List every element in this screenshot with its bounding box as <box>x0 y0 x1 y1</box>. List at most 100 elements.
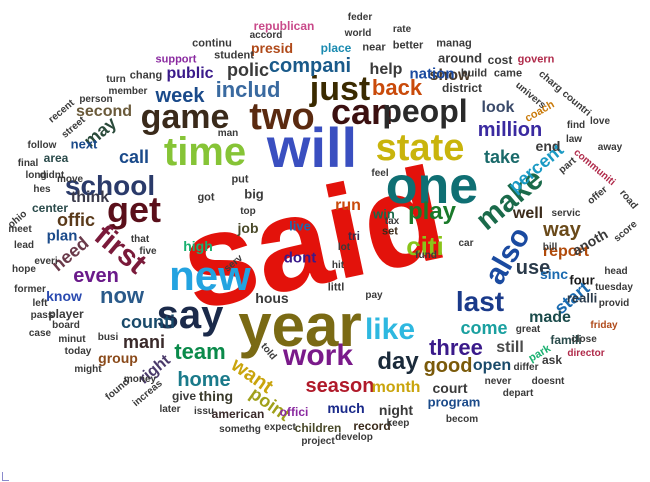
word-way: way <box>543 219 581 241</box>
word-didnt: didnt <box>39 170 65 181</box>
word-depart: depart <box>502 388 534 399</box>
word-busi: busi <box>97 332 119 343</box>
word-tri: tri <box>348 229 360 243</box>
word-day: day <box>377 348 419 375</box>
word-director: director <box>567 348 605 359</box>
word-presid: presid <box>250 40 294 56</box>
word-children: children <box>294 421 342 435</box>
word-polic: polic <box>226 60 270 80</box>
word-made: made <box>529 309 571 326</box>
word-littl: littl <box>327 281 345 294</box>
word-lead: lead <box>13 240 35 251</box>
word-republican: republican <box>253 19 315 33</box>
word-hope: hope <box>12 264 36 275</box>
word-great: great <box>515 324 541 335</box>
word-friday: friday <box>590 320 618 331</box>
word-one: one <box>385 157 479 215</box>
word-later: later <box>159 404 181 415</box>
word-build: build <box>460 67 488 80</box>
word-dont: dont <box>283 249 317 267</box>
word-accord: accord <box>249 30 283 41</box>
word-big: big <box>244 186 264 202</box>
word-realli: realli <box>566 290 598 306</box>
word-can: can <box>330 91 394 132</box>
word-expect: expect <box>264 422 296 433</box>
word-near: near <box>362 41 386 54</box>
word-help: help <box>369 61 403 78</box>
word-somethg: somethg <box>219 424 261 435</box>
word-come: come <box>460 318 508 338</box>
word-call: call <box>118 147 150 167</box>
word-say: say <box>156 293 224 337</box>
word-law: law <box>565 134 583 145</box>
word-feel: feel <box>371 168 389 179</box>
word-around: around <box>437 50 483 66</box>
word-member: member <box>108 86 148 97</box>
word-man: man <box>217 128 239 139</box>
word-give: give <box>171 389 197 403</box>
word-tax: tax <box>384 216 400 227</box>
word-feder: feder <box>347 12 373 23</box>
corner-mark <box>2 472 9 481</box>
word-like: like <box>364 313 416 346</box>
word-record: record <box>353 419 391 433</box>
word-might: might <box>74 364 102 375</box>
word-project: project <box>301 436 335 447</box>
word-year: year <box>238 292 362 359</box>
word-will: will <box>266 116 358 179</box>
word-away: away <box>597 142 623 153</box>
word-pay: pay <box>365 290 383 301</box>
word-look: look <box>481 99 515 116</box>
word-ask: ask <box>541 353 563 367</box>
word-includ: includ <box>215 77 281 102</box>
word-hous: hous <box>255 290 289 306</box>
word-high: high <box>183 238 213 254</box>
word-job: job <box>237 220 259 236</box>
word-keep: keep <box>386 418 410 429</box>
word-game: game <box>140 98 230 136</box>
word-two: two <box>249 96 315 138</box>
word-bill: bill <box>542 242 558 253</box>
word-put: put <box>231 173 249 186</box>
word-open: open <box>472 357 512 374</box>
word-chang: chang <box>129 69 163 82</box>
word-today: today <box>64 346 92 357</box>
word-world: world <box>344 28 372 39</box>
word-next: next <box>70 136 98 152</box>
word-compani: compani <box>268 55 352 77</box>
word-program: program <box>427 394 481 410</box>
word-month: month <box>371 379 421 396</box>
word-well: well <box>512 205 544 222</box>
word-minut: minut <box>58 334 86 345</box>
word-person: person <box>79 94 113 105</box>
word-area: area <box>43 151 69 165</box>
word-five: five <box>139 246 157 257</box>
word-second: second <box>75 103 133 120</box>
word-cost: cost <box>487 53 513 67</box>
word-mani: mani <box>122 332 166 352</box>
word-former: former <box>14 284 46 295</box>
word-hit: hit <box>331 260 345 271</box>
word-offic: offic <box>57 210 95 230</box>
word-state: state <box>375 127 465 169</box>
word-group: group <box>98 350 138 366</box>
word-manag: manag <box>436 37 472 50</box>
word-doesnt: doesnt <box>531 376 565 387</box>
word-support: support <box>155 53 197 66</box>
word-top: top <box>240 206 256 217</box>
word-night: night <box>378 402 414 418</box>
word-pass: pass <box>30 310 54 321</box>
word-center: center <box>31 201 69 215</box>
word-report: report <box>542 243 590 260</box>
word-came: came <box>493 67 523 80</box>
word-charg: charg <box>536 68 565 95</box>
word-better: better <box>392 39 424 52</box>
word-follow: follow <box>27 140 57 151</box>
word-back: back <box>371 75 423 100</box>
word-offici: offici <box>279 405 309 419</box>
word-communiti: communiti <box>571 147 618 189</box>
word-show: show <box>429 67 471 84</box>
word-turn: turn <box>106 74 126 85</box>
word-school: school <box>64 170 156 201</box>
word-play: play <box>407 198 457 225</box>
